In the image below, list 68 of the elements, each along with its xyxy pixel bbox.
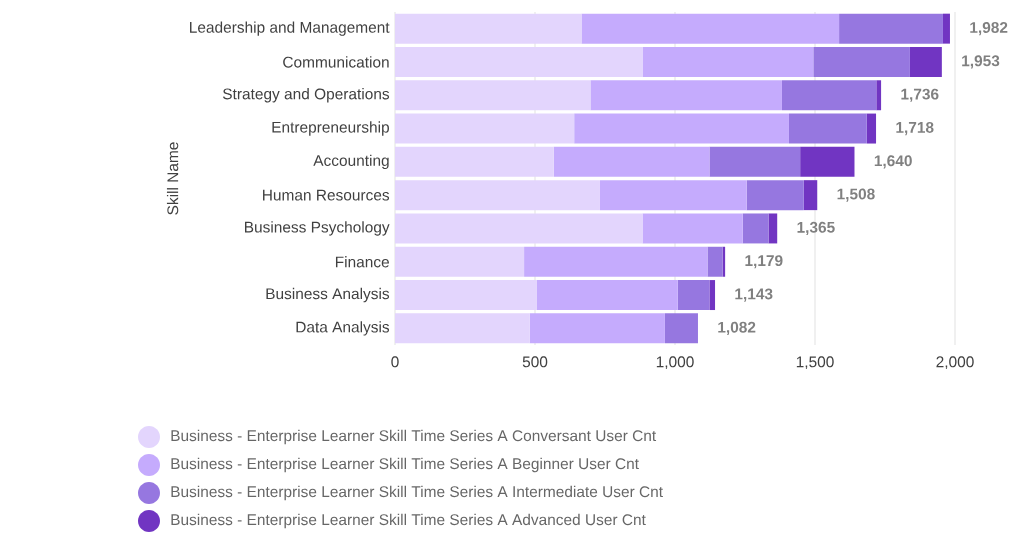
bar [876, 80, 882, 111]
bar [742, 213, 769, 244]
bar [395, 80, 591, 111]
legend-label: Business - Enterprise Learner Skill Time Series A Intermediate User Cnt [171, 485, 663, 501]
total-label: 1,953 [962, 55, 1000, 69]
bar [800, 146, 855, 177]
total-label: 1,365 [797, 221, 835, 236]
y-tick-label: Finance [335, 256, 389, 268]
y-tick-label: Human Resources [263, 189, 390, 201]
legend-label: Business - Enterprise Learner Skill Time Series A Conversant User Cnt [171, 429, 657, 445]
bar [709, 280, 716, 311]
x-tick-label: 500 [522, 356, 548, 368]
bar [599, 180, 747, 211]
bar [788, 113, 867, 144]
bar [664, 313, 698, 344]
bar [642, 46, 814, 77]
bar [395, 246, 525, 277]
bar [574, 113, 789, 144]
bar [746, 180, 804, 211]
bar [395, 180, 600, 211]
bar [839, 13, 943, 44]
y-axis-title: Skill Name [166, 142, 179, 215]
x-tick-label: 0 [391, 356, 399, 368]
x-tick-label: 1,500 [796, 356, 834, 370]
bar [395, 313, 530, 344]
bar [524, 246, 708, 277]
legend-label: Business - Enterprise Learner Skill Time Series A Beginner User Cnt [171, 457, 639, 473]
y-tick-label: Strategy and Operations [222, 88, 390, 103]
y-tick-label: Data Analysis [296, 321, 390, 336]
y-tick-label: Entrepreneurship [272, 121, 389, 136]
total-label: 1,508 [837, 188, 875, 202]
bar [942, 13, 950, 44]
bar [529, 313, 665, 344]
bar [395, 280, 537, 311]
bar [642, 213, 743, 244]
total-label: 1,718 [896, 121, 934, 136]
bar [803, 180, 818, 211]
total-label: 1,082 [718, 321, 756, 335]
bar [677, 280, 710, 311]
x-tick-label: 2,000 [936, 356, 974, 370]
bar [768, 213, 778, 244]
bar [909, 46, 942, 77]
bar [581, 13, 840, 44]
bar [781, 80, 877, 111]
bar [553, 146, 710, 177]
y-tick-label: Leadership and Management [190, 21, 390, 36]
bar [395, 13, 582, 44]
total-label: 1,179 [745, 255, 783, 269]
bar [813, 46, 910, 77]
bar [395, 113, 575, 144]
total-label: 1,640 [874, 155, 912, 169]
bar [395, 46, 643, 77]
bar [707, 246, 723, 277]
bar [395, 213, 643, 244]
total-label: 1,736 [901, 88, 939, 102]
bar [395, 146, 554, 177]
bar [709, 146, 801, 177]
total-label: 1,143 [735, 288, 773, 302]
y-tick-label: Business Psychology [245, 221, 390, 236]
total-label: 1,982 [970, 22, 1008, 36]
y-tick-label: Business Analysis [266, 287, 390, 303]
bar [590, 80, 782, 111]
bar [536, 280, 678, 311]
y-tick-label: Accounting [313, 154, 389, 170]
y-tick-label: Communication [283, 56, 389, 68]
legend-label: Business - Enterprise Learner Skill Time Series A Advanced User Cnt [171, 513, 646, 529]
bar [866, 113, 877, 144]
x-tick-label: 1,000 [656, 356, 694, 370]
